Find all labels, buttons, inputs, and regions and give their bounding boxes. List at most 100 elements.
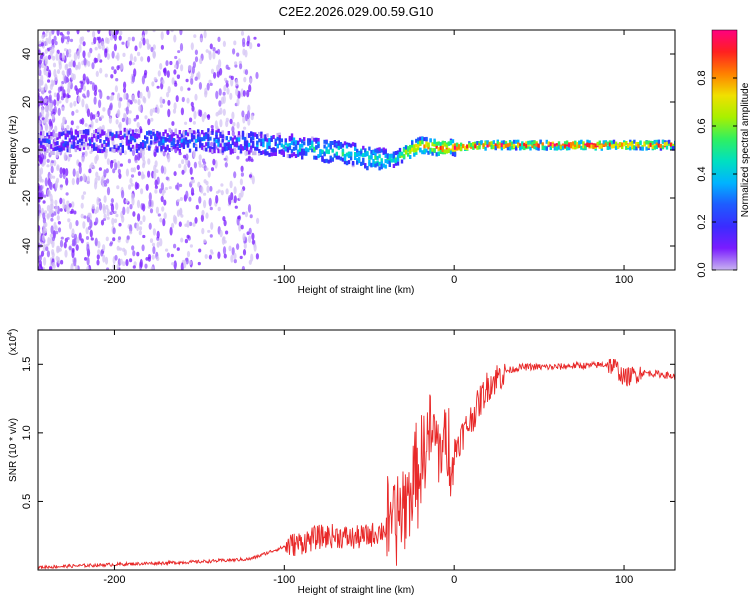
spectrogram-noise-cell [75, 109, 79, 113]
spectrogram-cell [42, 144, 45, 149]
spectrogram-cell [137, 129, 141, 133]
spectrogram-noise-cell [132, 211, 136, 217]
spectrogram-cell [504, 144, 508, 148]
spectrogram-cell [99, 149, 102, 154]
spectrogram-cell [425, 137, 428, 142]
spectrogram-cell [521, 145, 524, 150]
spectrogram-noise-cell [72, 73, 76, 81]
spectrogram-cell [572, 141, 575, 146]
spectrogram-cell [227, 146, 230, 151]
spectrogram-cell [266, 138, 269, 143]
spectrogram-cell [66, 133, 69, 138]
spectrogram-noise-cell [173, 69, 177, 75]
snr-y-ticks: 0.51.01.5 [21, 357, 675, 509]
spectrogram-cell [439, 150, 442, 154]
spectrogram-cell [203, 132, 206, 137]
spectrogram-cell [158, 132, 161, 137]
spectrogram-cell [659, 146, 663, 151]
spectrogram-noise-cell [179, 183, 183, 188]
spectrogram-cell [264, 137, 267, 142]
spectrogram-cell [131, 133, 135, 138]
spectrogram-cell [429, 148, 432, 153]
spectrogram-noise-cell [160, 31, 164, 41]
spectrogram-noise-cell [122, 261, 126, 267]
spectrogram-noise-cell [168, 186, 172, 190]
spectrogram-cell [115, 133, 118, 138]
spectrogram-cell [105, 135, 108, 140]
spectrogram-cell [665, 145, 669, 150]
spectrogram-cell [415, 148, 418, 153]
spectrogram-cell [647, 140, 650, 145]
spectrogram-noise-cell [117, 168, 121, 175]
spectrogram-cell [319, 149, 322, 154]
spectrogram-noise-cell [234, 205, 238, 209]
spectrogram-cell [276, 143, 279, 148]
spectrogram-cell [362, 153, 365, 158]
spectrogram-cell [127, 145, 131, 150]
spectrogram-cell [431, 151, 434, 156]
spectrogram-noise-cell [166, 252, 170, 258]
spectrogram-cell [480, 140, 483, 145]
spectrogram-noise-cell [131, 94, 135, 103]
spectrogram-cell [502, 140, 506, 145]
spectrogram-cell [657, 139, 661, 144]
spectrogram-noise-cell [89, 229, 93, 238]
spectrogram-cell [225, 142, 228, 147]
spectrogram-cell [207, 137, 210, 142]
spectrogram-noise-cell [42, 222, 47, 230]
y-tick-label: 0.5 [21, 494, 33, 509]
spectrogram-noise-cell [93, 96, 97, 105]
spectrogram-noise-cell [150, 200, 154, 208]
spectrogram-noise-cell [139, 220, 143, 225]
spectrogram-cell [219, 143, 222, 148]
spectrogram-noise-cell [125, 199, 129, 204]
spectrogram-cell [415, 138, 418, 143]
spectrogram-cell [292, 141, 296, 146]
spectrogram-noise-cell [68, 67, 72, 76]
spectrogram-cell [109, 147, 112, 152]
spectrogram-cell [260, 138, 263, 143]
spectrogram-noise-cell [116, 185, 120, 190]
spectrogram-noise-cell [242, 41, 246, 48]
spectrogram-cell [221, 138, 224, 143]
spectrogram-cell [186, 143, 190, 148]
spectrogram-noise-cell [219, 67, 223, 76]
spectrogram-noise-cell [209, 43, 213, 50]
spectrogram-noise-cell [148, 199, 152, 207]
spectrogram-noise-cell [244, 49, 248, 58]
spectrogram-noise-cell [209, 234, 213, 238]
spectrogram-cell [443, 149, 446, 154]
spectrogram-cell [146, 131, 149, 136]
spectrogram-noise-cell [203, 30, 207, 39]
spectrogram-noise-cell [167, 99, 171, 106]
spectrogram-noise-cell [190, 187, 195, 196]
spectrogram-cell [241, 135, 245, 140]
spectrogram-noise-cell [76, 237, 80, 244]
spectrogram-noise-cell [177, 50, 181, 54]
spectrogram-noise-cell [81, 98, 85, 108]
spectrogram-cell [56, 146, 59, 151]
spectrogram-noise-cell [129, 204, 133, 210]
spectrogram-noise-cell [116, 245, 120, 251]
spectrogram-cell [186, 132, 190, 137]
spectrogram-cell [76, 133, 80, 138]
spectrogram-cell [612, 144, 616, 149]
spectrogram-cell [70, 131, 73, 136]
spectrogram-cell [368, 146, 371, 151]
spectrogram-cell [260, 151, 263, 155]
spectrogram-noise-cell [94, 46, 98, 51]
spectrogram-cell [354, 152, 357, 156]
spectrogram-cell [341, 143, 345, 148]
spectrogram-cell [268, 145, 271, 149]
spectrogram-noise-cell [150, 266, 154, 270]
spectrogram-cell [58, 147, 61, 152]
spectrogram-noise-cell [235, 88, 239, 96]
spectrogram-noise-cell [106, 267, 110, 270]
spectrogram-noise-cell [176, 247, 180, 251]
spectrogram-noise-cell [159, 63, 163, 70]
spectrogram-noise-cell [236, 121, 240, 129]
spectrogram-cell [280, 143, 283, 148]
spectrogram-cell [190, 129, 194, 134]
spectrogram-noise-cell [122, 52, 126, 58]
spectrogram-cell [245, 142, 249, 147]
